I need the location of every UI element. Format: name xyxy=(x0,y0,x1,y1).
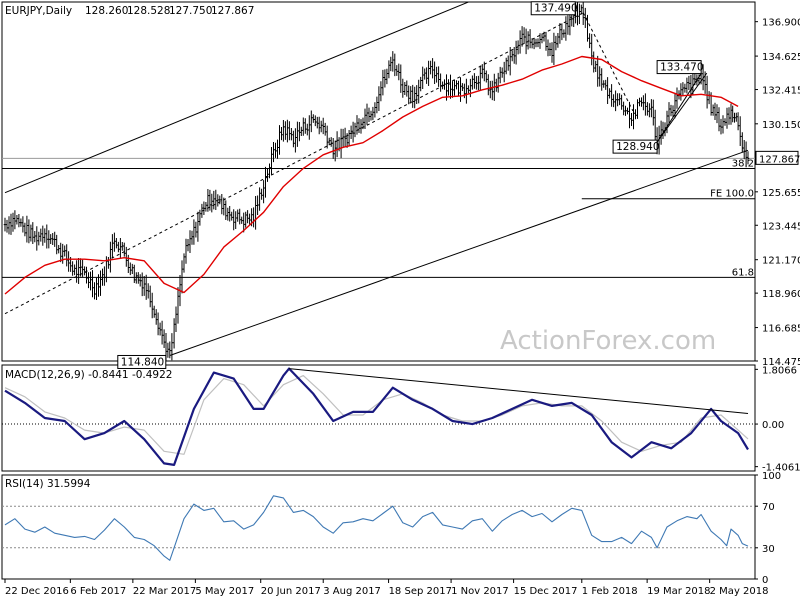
macd-title: MACD(12,26,9) -0.8441 -0.4922 xyxy=(5,369,172,381)
price-tick-label: 130.150 xyxy=(762,120,800,131)
macd-tick-label: -1.4061 xyxy=(762,463,800,474)
date-tick-label: 22 Mar 2017 xyxy=(133,586,196,597)
moving-average-line xyxy=(4,55,739,295)
swing-label: 128.940 xyxy=(616,141,659,153)
date-tick-label: 18 Sep 2017 xyxy=(389,586,452,597)
level-label: FE 100.0 xyxy=(710,189,754,200)
header-close: 127.867 xyxy=(211,5,254,17)
date-tick-label: 1 Feb 2018 xyxy=(582,586,638,597)
price-tick-label: 118.960 xyxy=(762,289,800,300)
date-tick-label: 20 Jun 2017 xyxy=(261,586,321,597)
rsi-panel-frame xyxy=(1,474,756,580)
price-tick-label: 136.900 xyxy=(762,18,800,29)
price-tick-label: 123.445 xyxy=(762,221,800,232)
rsi-plot xyxy=(2,495,755,561)
swing-label: 133.470 xyxy=(660,62,703,74)
date-tick-label: 15 Dec 2017 xyxy=(514,586,578,597)
swing-label: 114.840 xyxy=(121,356,164,368)
date-tick-label: 19 Mar 2018 xyxy=(647,586,710,597)
header-open: 128.260 xyxy=(85,5,128,17)
swing-label: 137.490 xyxy=(534,3,577,15)
macd-plot xyxy=(2,367,755,466)
swing-label-box xyxy=(656,60,702,75)
macd-panel-frame xyxy=(1,364,756,472)
price-tick-label: 121.170 xyxy=(762,256,800,267)
date-tick-label: 1 Nov 2017 xyxy=(451,586,509,597)
price-tick-label: 116.685 xyxy=(762,324,800,335)
swing-label-box xyxy=(612,139,658,154)
header-high: 128.528 xyxy=(127,5,170,17)
date-tick-label: 5 May 2017 xyxy=(195,586,254,597)
level-label: 61.8 xyxy=(732,267,754,278)
date-tick-label: 6 Feb 2017 xyxy=(70,586,126,597)
current-price-marker xyxy=(755,150,799,165)
trendline-dashed xyxy=(4,12,584,315)
price-tick-label: 114.475 xyxy=(762,357,800,368)
rsi-title: RSI(14) 31.5994 xyxy=(5,478,91,490)
chart-symbol: EURJPY,Daily xyxy=(5,5,72,17)
rsi-tick-label: 30 xyxy=(762,544,775,555)
price-tick-label: 134.625 xyxy=(762,52,800,63)
price-bars xyxy=(3,2,750,361)
macd-signal-line xyxy=(4,375,749,455)
swing-label-box xyxy=(117,354,167,369)
chart-labels: 136.900 134.625 132.415 130.150 127.867 125.6… xyxy=(4,1,800,597)
macd-tick-label: 1.8066 xyxy=(762,365,797,376)
level-label: 38.2 xyxy=(732,158,754,169)
date-tick-label: 2 May 2018 xyxy=(710,586,769,597)
price-panel-frame xyxy=(1,1,756,362)
rsi-tick-label: 0 xyxy=(762,575,768,586)
rsi-tick-label: 100 xyxy=(762,471,781,482)
current-price-label: 127.867 xyxy=(759,154,800,165)
watermark: ActionForex.com xyxy=(500,326,716,356)
swing-label-box xyxy=(530,1,576,16)
header-low: 127.750 xyxy=(169,5,212,17)
trendline xyxy=(4,2,470,194)
macd-trendline xyxy=(289,368,749,414)
trendline xyxy=(169,149,749,356)
trendline-dashed xyxy=(582,12,634,112)
date-tick-label: 22 Dec 2016 xyxy=(5,586,69,597)
price-tick-label: 125.655 xyxy=(762,188,800,199)
date-tick-label: 3 Aug 2017 xyxy=(323,586,381,597)
rsi-line xyxy=(4,495,749,561)
macd-tick-label: 0.00 xyxy=(762,420,784,431)
price-plot xyxy=(2,2,755,361)
macd-line xyxy=(4,367,749,466)
rsi-tick-label: 70 xyxy=(762,502,775,513)
price-tick-label: 132.415 xyxy=(762,86,800,97)
